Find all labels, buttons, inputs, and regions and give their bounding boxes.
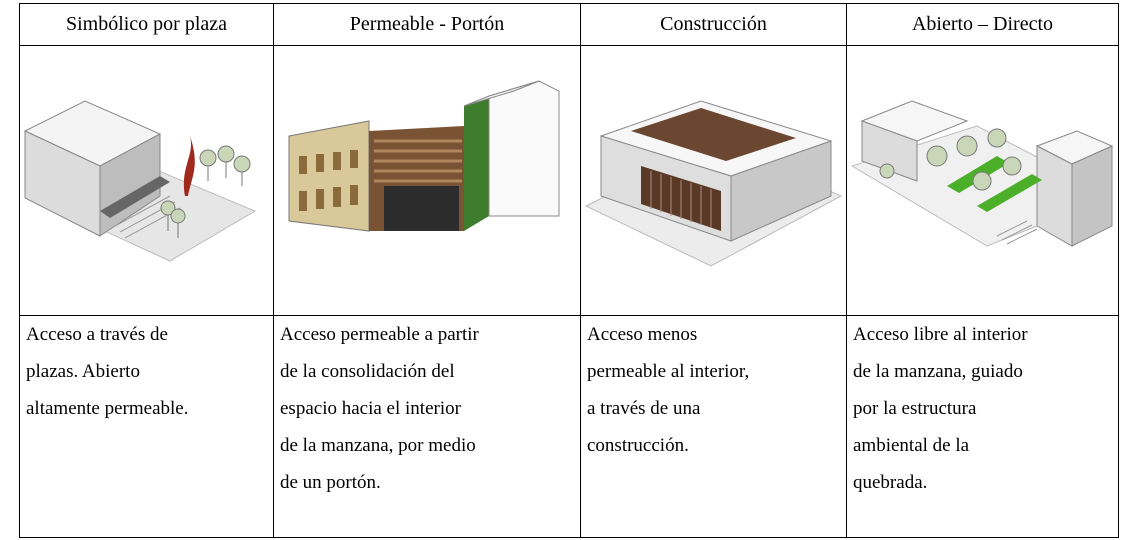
image-cell xyxy=(580,45,847,316)
description-line: de la manzana, por medio xyxy=(280,435,476,456)
header-cell: Construcción xyxy=(580,3,847,46)
description-line: permeable al interior, xyxy=(587,361,750,382)
description-line: construcción. xyxy=(587,435,689,456)
description-cell: Acceso permeable a partir de la consolida… xyxy=(273,315,581,538)
illustration xyxy=(850,100,1114,247)
header-cell: Permeable - Portón xyxy=(273,3,581,46)
illustration xyxy=(288,80,560,232)
description-line: plazas. Abierto xyxy=(26,361,140,382)
description-line: altamente permeable. xyxy=(26,398,189,419)
image-cell xyxy=(846,45,1119,316)
description-line: a través de una xyxy=(587,398,701,419)
header-row: Simbólico por plaza Permeable - Portón C… xyxy=(19,3,1119,46)
description-line: de la manzana, guiado xyxy=(853,361,1023,382)
description-line: Acceso libre al interior xyxy=(853,324,1028,345)
description-line: Acceso menos xyxy=(587,324,698,345)
illustration xyxy=(23,100,257,262)
description-line: quebrada. xyxy=(853,472,928,493)
image-row xyxy=(19,45,1119,316)
description-line: Acceso permeable a partir xyxy=(280,324,479,345)
description-cell: Acceso menos permeable al interior, a trav… xyxy=(580,315,847,538)
description-line: ambiental de la xyxy=(853,435,970,456)
description-cell: Acceso libre al interior de la manzana, g… xyxy=(846,315,1119,538)
illustration xyxy=(584,100,843,267)
description-cell: Acceso a través de plazas. Abierto altamen… xyxy=(19,315,274,538)
header-cell: Abierto – Directo xyxy=(846,3,1119,46)
description-line: de un portón. xyxy=(280,472,381,493)
description-line: Acceso a través de xyxy=(26,324,168,345)
image-cell xyxy=(19,45,274,316)
description-line: por la estructura xyxy=(853,398,977,419)
header-cell: Simbólico por plaza xyxy=(19,3,274,46)
description-row: Acceso a través de plazas. Abierto altamen… xyxy=(19,315,1119,538)
description-line: de la consolidación del xyxy=(280,361,455,382)
description-line: espacio hacia el interior xyxy=(280,398,461,419)
image-cell xyxy=(273,45,581,316)
comparison-table: Simbólico por plaza Permeable - Portón C… xyxy=(19,3,1119,538)
